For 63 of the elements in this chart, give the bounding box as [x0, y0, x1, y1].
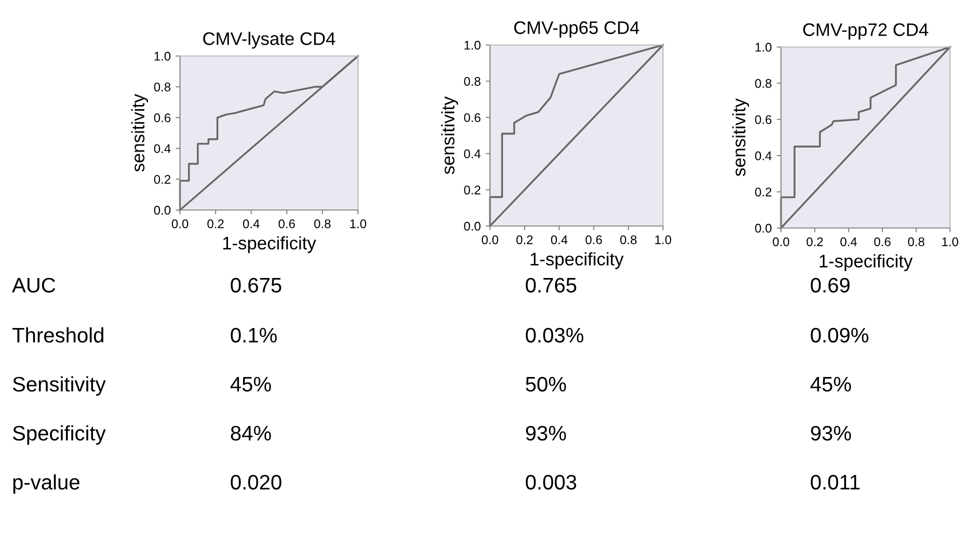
y-tick-label: 0.8 — [154, 82, 170, 92]
y-tick-label: 0.6 — [464, 113, 480, 122]
text: 93% — [810, 426, 851, 441]
y-tick-label: 1.0 — [154, 52, 170, 61]
x-tick-label: 1.0 — [942, 237, 958, 246]
x-tick-label: 0.2 — [806, 237, 823, 246]
x-tick-label: 0.4 — [243, 219, 260, 228]
x-tick-label: 0.2 — [207, 219, 224, 228]
text: 0.69 — [810, 278, 850, 293]
chart-title: CMV-lysate CD4 — [203, 32, 336, 49]
text: 0.675 — [230, 278, 282, 293]
y-axis-title: sensitivity — [441, 96, 458, 174]
x-tick-label: 0.4 — [840, 237, 857, 246]
y-tick-label: 0.4 — [154, 144, 171, 154]
y-tick-label: 0.2 — [755, 188, 772, 196]
x-axis-title: 1-specificity — [530, 252, 624, 270]
x-tick-label: 1.0 — [655, 235, 672, 244]
x-tick-label: 0.6 — [874, 237, 891, 246]
x-tick-label: 0.8 — [314, 219, 331, 228]
text: Specificity — [12, 425, 106, 445]
y-axis-title: sensitivity — [131, 94, 148, 172]
chart-title: CMV-pp65 CD4 — [514, 21, 640, 38]
text: 45% — [230, 376, 271, 392]
y-tick-label: 0.4 — [755, 151, 772, 160]
x-tick-label: 0.6 — [586, 235, 602, 244]
text: 93% — [526, 426, 566, 441]
x-tick-label: 0.0 — [772, 237, 790, 246]
x-tick-label: 0.0 — [482, 235, 498, 244]
y-tick-label: 0.8 — [755, 79, 772, 88]
y-tick-label: 0.8 — [464, 77, 480, 86]
text: 0.09% — [810, 328, 868, 343]
y-tick-label: 0.0 — [154, 206, 170, 215]
text: AUC — [12, 278, 56, 293]
text: 0.020 — [230, 474, 282, 490]
text: 50% — [526, 376, 566, 392]
text: 0.003 — [526, 474, 576, 490]
x-tick-label: 0.8 — [620, 235, 637, 244]
text: 0.03% — [526, 328, 584, 343]
x-tick-label: 0.2 — [516, 235, 533, 244]
chart-title: CMV-pp72 CD4 — [803, 23, 928, 40]
y-tick-label: 1.0 — [756, 42, 772, 52]
text: p-value — [13, 474, 80, 494]
x-tick-label: 1.0 — [350, 219, 366, 228]
x-axis-title: 1-specificity — [820, 254, 913, 272]
y-axis-title: sensitivity — [732, 98, 750, 176]
text: Threshold — [12, 327, 104, 343]
text: Sensitivity — [12, 376, 106, 396]
x-tick-label: 0.0 — [172, 219, 188, 228]
y-tick-label: 0.6 — [154, 113, 170, 122]
y-tick-label: 0.2 — [464, 186, 480, 194]
y-tick-label: 0.4 — [464, 149, 481, 158]
y-tick-label: 0.6 — [755, 115, 772, 124]
y-tick-label: 0.2 — [154, 175, 170, 184]
x-tick-label: 0.6 — [278, 219, 295, 228]
x-axis-title: 1-specificity — [223, 236, 316, 254]
text: 45% — [810, 376, 851, 392]
text: 0.1% — [230, 328, 277, 343]
x-tick-label: 0.4 — [551, 235, 568, 244]
text: 0.765 — [526, 278, 576, 293]
text: 84% — [230, 426, 271, 441]
y-tick-label: 1.0 — [464, 40, 480, 50]
text: 0.011 — [810, 474, 860, 490]
x-tick-label: 0.8 — [908, 237, 924, 246]
